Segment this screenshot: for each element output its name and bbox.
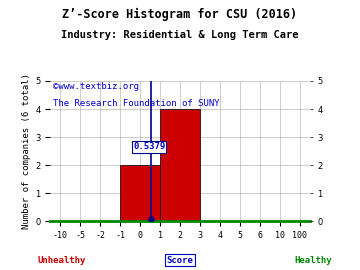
Text: Healthy: Healthy [294, 256, 332, 265]
Text: The Research Foundation of SUNY: The Research Foundation of SUNY [53, 99, 220, 108]
Text: ©www.textbiz.org: ©www.textbiz.org [53, 82, 139, 92]
Y-axis label: Number of companies (6 total): Number of companies (6 total) [22, 73, 31, 229]
Text: Unhealthy: Unhealthy [37, 256, 85, 265]
Bar [160, 109, 200, 221]
Text: Industry: Residential & Long Term Care: Industry: Residential & Long Term Care [61, 30, 299, 40]
Text: Score: Score [167, 256, 193, 265]
Text: Z’-Score Histogram for CSU (2016): Z’-Score Histogram for CSU (2016) [62, 8, 298, 21]
Text: 0.5379: 0.5379 [133, 143, 165, 151]
Bar [120, 165, 160, 221]
